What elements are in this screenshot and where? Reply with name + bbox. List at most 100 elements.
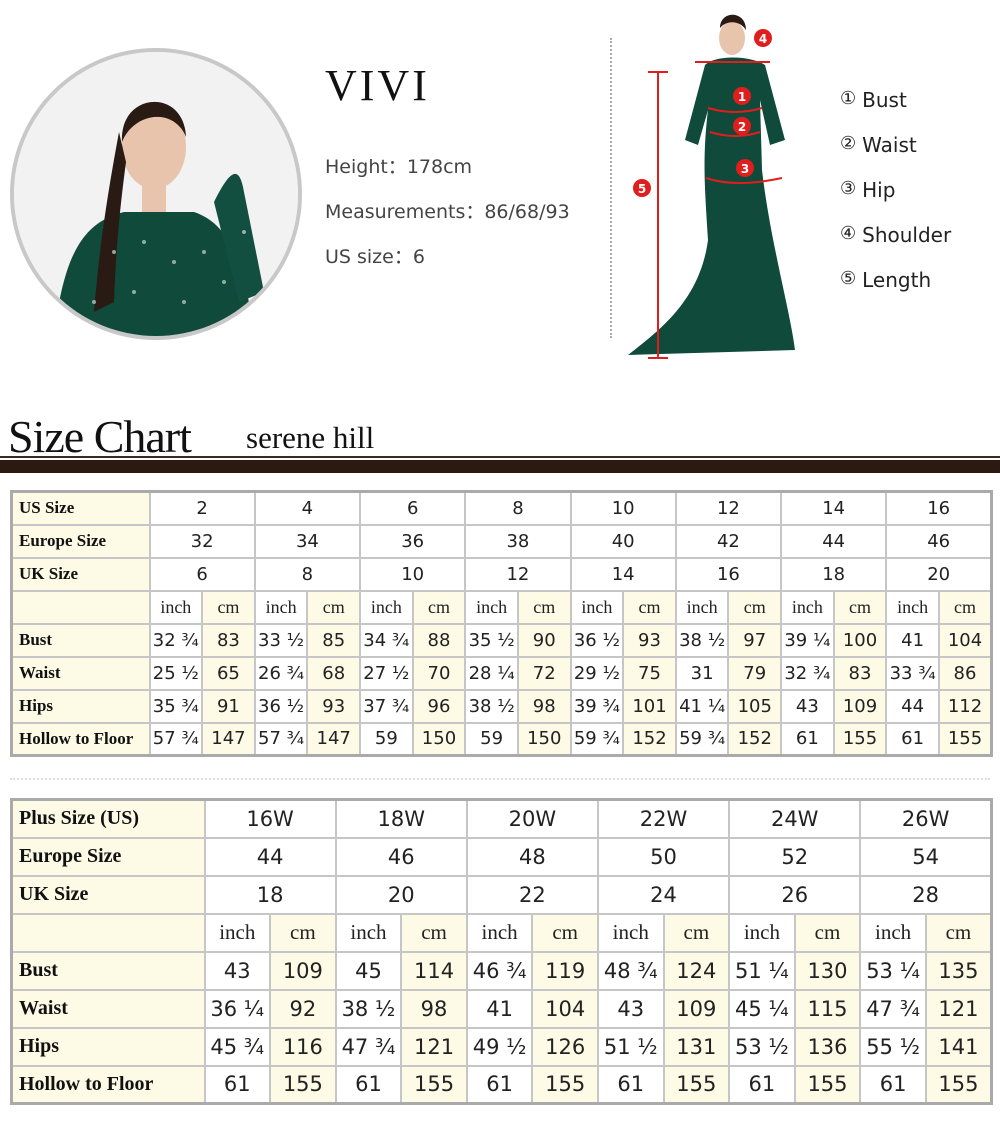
cm-cell: 96 — [411, 688, 467, 724]
legend-item-bust: ① Bust — [840, 88, 907, 112]
row-label: UK Size — [10, 556, 151, 592]
model-photo-illustration — [14, 52, 298, 336]
inch-cell: 55 ½ — [859, 1026, 927, 1067]
size-row: UK Size 6 8 10 12 14 16 18 20 — [10, 556, 993, 592]
inch-cell: 59 — [359, 721, 414, 757]
size-cell: 22 — [465, 874, 599, 915]
measurements-value: 86/68/93 — [484, 201, 570, 223]
row-label: Waist — [10, 655, 151, 691]
unit-cm: cm — [937, 589, 993, 625]
measure-row-bust: Bust 32 ¾ 83 33 ½ 85 34 ¾ 88 35 ½ 90 36 ½ 93 38 ½ 97… — [10, 622, 993, 658]
unit-inch: inch — [253, 589, 309, 625]
cm-cell: 70 — [411, 655, 467, 691]
unit-cm: cm — [622, 589, 677, 625]
legend-item-length: ⑤ Length — [840, 268, 932, 292]
unit-inch: inch — [465, 912, 534, 953]
inch-cell: 45 — [334, 950, 403, 991]
row-label: Europe Size — [10, 523, 151, 559]
size-cell: 14 — [780, 490, 888, 526]
inch-cell: 35 ¾ — [148, 688, 204, 724]
inch-cell: 45 ¼ — [728, 988, 796, 1029]
inch-cell: 25 ½ — [148, 655, 204, 691]
row-label: Hollow to Floor — [10, 721, 151, 757]
inch-cell: 47 ¾ — [334, 1026, 403, 1067]
row-label: Plus Size (US) — [10, 798, 206, 839]
unit-cm: cm — [531, 912, 599, 953]
size-row: Plus Size (US) 16W 18W 20W 22W 24W 26W — [10, 798, 993, 839]
cm-cell: 75 — [622, 655, 677, 691]
cm-cell: 121 — [400, 1026, 468, 1067]
inch-cell: 61 — [203, 1064, 272, 1105]
svg-text:4: 4 — [759, 32, 767, 46]
inch-cell: 39 ¼ — [780, 622, 835, 658]
cm-cell: 155 — [793, 1064, 862, 1105]
cm-cell: 114 — [400, 950, 468, 991]
inch-cell: 61 — [728, 1064, 796, 1105]
cm-cell: 141 — [924, 1026, 993, 1067]
size-cell: 24W — [728, 798, 862, 839]
size-cell: 42 — [674, 523, 783, 559]
cm-cell: 116 — [269, 1026, 337, 1067]
cm-cell: 91 — [201, 688, 256, 724]
row-label: UK Size — [10, 874, 206, 915]
height-label: Height： — [325, 156, 407, 178]
inch-cell: 38 ½ — [464, 688, 519, 724]
inch-cell: 33 ½ — [253, 622, 309, 658]
size-cell: 50 — [596, 836, 731, 877]
cm-cell: 152 — [622, 721, 677, 757]
unit-cm: cm — [662, 912, 731, 953]
size-cell: 26W — [859, 798, 993, 839]
unit-cm: cm — [411, 589, 467, 625]
inch-cell: 38 ½ — [334, 988, 403, 1029]
cm-cell: 109 — [269, 950, 337, 991]
size-cell: 32 — [148, 523, 256, 559]
marker-1: 1 — [733, 87, 751, 105]
size-cell: 8 — [253, 556, 362, 592]
inch-cell: 31 — [674, 655, 730, 691]
inch-cell: 59 ¾ — [674, 721, 730, 757]
inch-cell: 32 ¾ — [148, 622, 204, 658]
model-portrait — [10, 48, 302, 340]
us-size-label: US size： — [325, 246, 413, 268]
cm-cell: 88 — [411, 622, 467, 658]
inch-cell: 59 — [464, 721, 519, 757]
size-cell: 8 — [464, 490, 572, 526]
size-cell: 18 — [780, 556, 888, 592]
unit-inch: inch — [569, 589, 625, 625]
size-cell: 40 — [569, 523, 677, 559]
size-cell: 14 — [569, 556, 677, 592]
model-name: VIVI — [325, 61, 430, 110]
inch-cell: 51 ¼ — [728, 950, 796, 991]
size-row: UK Size 18 20 22 24 26 28 — [10, 874, 993, 915]
inch-cell: 39 ¾ — [569, 688, 625, 724]
size-cell: 44 — [780, 523, 888, 559]
cm-cell: 97 — [727, 622, 783, 658]
unit-row: inch cm inch cm inch cm inch cm inch cm inch cm — [10, 912, 993, 953]
model-measurements: Measurements：86/68/93 — [325, 197, 570, 224]
size-row: Europe Size 32 34 36 38 40 42 44 46 — [10, 523, 993, 559]
cm-cell: 155 — [662, 1064, 731, 1105]
size-cell: 52 — [728, 836, 862, 877]
cm-cell: 79 — [727, 655, 783, 691]
inch-cell: 48 ¾ — [596, 950, 665, 991]
unit-inch: inch — [728, 912, 796, 953]
inch-cell: 36 ¼ — [203, 988, 272, 1029]
inch-cell: 45 ¾ — [203, 1026, 272, 1067]
cm-cell: 92 — [269, 988, 337, 1029]
unit-inch: inch — [334, 912, 403, 953]
unit-cm: cm — [516, 589, 572, 625]
cm-cell: 147 — [306, 721, 362, 757]
svg-text:5: 5 — [638, 182, 646, 196]
inch-cell: 34 ¾ — [359, 622, 414, 658]
inch-cell: 37 ¾ — [359, 688, 414, 724]
row-label: US Size — [10, 490, 151, 526]
cm-cell: 104 — [531, 988, 599, 1029]
inch-cell: 43 — [596, 988, 665, 1029]
inch-cell: 61 — [465, 1064, 534, 1105]
size-cell: 46 — [885, 523, 993, 559]
plus-size-table: Plus Size (US) 16W 18W 20W 22W 24W 26W Europe S… — [10, 798, 993, 1105]
cm-cell: 85 — [306, 622, 362, 658]
size-cell: 34 — [253, 523, 362, 559]
unit-row: inch cm inch cm inch cm inch cm inch cm inch cm inch… — [10, 589, 993, 625]
inch-cell: 41 — [465, 988, 534, 1029]
